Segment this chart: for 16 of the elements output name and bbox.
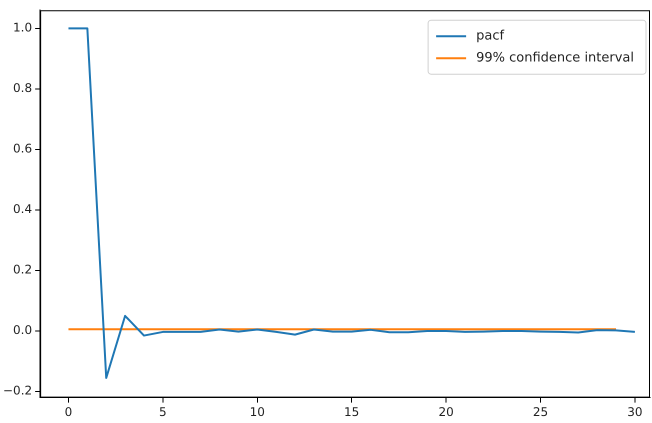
y-tick-label: 1.0 [13, 20, 32, 34]
x-tick-label: 25 [532, 404, 548, 419]
x-tick-label: 5 [159, 404, 167, 419]
y-tick-label: −0.2 [3, 384, 32, 398]
x-tick-label: 20 [438, 404, 454, 419]
y-tick-label: 0.0 [13, 323, 32, 338]
x-tick-label: 10 [250, 404, 265, 419]
x-tick-label: 15 [344, 404, 360, 419]
y-tick-label: 0.4 [13, 202, 32, 216]
legend-label: 99% confidence interval [476, 50, 634, 66]
y-tick-label: 0.8 [13, 81, 32, 96]
y-tick-label: 0.6 [13, 142, 32, 156]
legend-label: pacf [476, 28, 504, 44]
x-tick-label: 0 [64, 404, 72, 419]
x-tick-label: 30 [627, 404, 643, 419]
y-tick-label: 0.2 [13, 262, 32, 277]
